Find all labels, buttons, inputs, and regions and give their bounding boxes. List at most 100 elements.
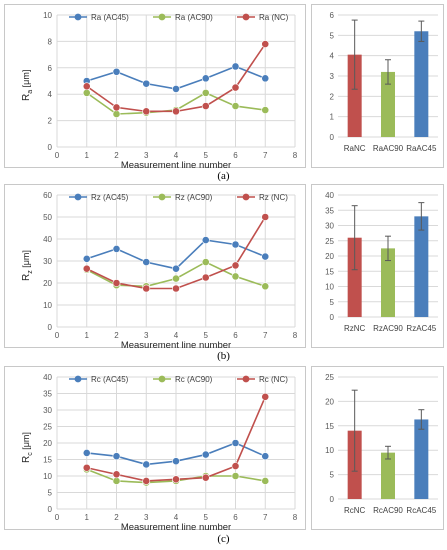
- bar-chart-rz: 0 5 10 15 20 25 30 35 40 RzNC RzAC90 RzAC45: [325, 191, 438, 333]
- legend-swatch-marker: [158, 13, 166, 21]
- bar-chart-rc: 0 5 10 15 20 25 RcNC RcAC90 RcAC45: [325, 373, 438, 515]
- bar: [414, 419, 429, 499]
- data-point: [142, 284, 151, 293]
- y-tick-label: 25: [43, 423, 52, 432]
- x-tick-label: 0: [55, 151, 60, 160]
- y-axis-label-unit: [μm]: [21, 250, 31, 270]
- x-tick-label: 8: [293, 151, 298, 160]
- x-tick-label: 3: [144, 331, 149, 340]
- y-tick-label: 25: [325, 373, 334, 382]
- y-tick-label: 2: [330, 92, 335, 101]
- data-point: [82, 88, 91, 97]
- legend-label: Ra (NC): [259, 13, 289, 22]
- data-point: [261, 392, 270, 401]
- y-tick-label: 30: [43, 406, 52, 415]
- data-point: [142, 107, 151, 116]
- y-axis-label-unit: [μm]: [21, 70, 31, 90]
- x-tick-label: 5: [204, 151, 209, 160]
- caption-b: (b): [217, 350, 230, 362]
- data-point: [231, 272, 240, 281]
- y-tick-label: 15: [325, 422, 334, 431]
- data-point: [112, 67, 121, 76]
- y-tick-label: 20: [325, 252, 334, 261]
- x-tick-label: 8: [293, 331, 298, 340]
- x-tick-label: 8: [293, 513, 298, 522]
- data-point: [261, 213, 270, 221]
- x-tick-label: 2: [114, 331, 119, 340]
- legend-label: Rc (AC45): [91, 375, 129, 384]
- x-tick-label: 0: [55, 331, 60, 340]
- y-tick-label: 40: [43, 373, 52, 382]
- y-axis-label-main: R: [21, 94, 32, 101]
- y-axis-label-sub: z: [27, 270, 34, 274]
- y-tick-label: 20: [43, 279, 52, 288]
- x-tick-label: 1: [85, 151, 90, 160]
- data-point: [142, 258, 151, 266]
- bar: [347, 237, 362, 317]
- y-tick-label: 10: [43, 472, 52, 481]
- category-label: RcNC: [344, 506, 366, 515]
- legend-swatch-marker: [242, 13, 250, 21]
- bar-chart-ra: 0 1 2 3 4 5 6 RaNC RaAC90 RaAC45: [330, 11, 438, 153]
- data-point: [231, 62, 240, 71]
- x-tick-label: 5: [204, 331, 209, 340]
- bar-chart-ra-panel: 0 1 2 3 4 5 6 RaNC RaAC90 RaAC45: [311, 4, 444, 168]
- y-tick-label: 0: [48, 323, 53, 332]
- data-point: [82, 82, 91, 91]
- y-axis-label: Rz [μm]: [21, 250, 34, 281]
- y-tick-label: 20: [325, 397, 334, 406]
- y-tick-label: 5: [48, 489, 53, 498]
- y-tick-label: 4: [48, 90, 53, 99]
- y-tick-label: 4: [330, 52, 335, 61]
- legend-label: Rz (AC90): [175, 193, 213, 202]
- data-point: [112, 245, 121, 253]
- bar: [381, 452, 395, 499]
- caption-c: (c): [217, 533, 230, 545]
- line-chart-rc: 0 5 10 15 20 25 30 35 40 0 1 2 3 4 5 6 7 8 Measurement lin…: [21, 373, 298, 533]
- data-point: [82, 254, 91, 263]
- data-point: [112, 110, 121, 118]
- y-axis-label-main: R: [21, 456, 32, 463]
- x-tick-label: 3: [144, 151, 149, 160]
- x-axis-label: Measurement line number: [121, 160, 231, 171]
- y-tick-label: 0: [48, 143, 53, 152]
- y-axis-label-sub: a: [27, 90, 34, 94]
- bar: [347, 54, 362, 137]
- data-point: [112, 279, 121, 287]
- data-point: [172, 475, 180, 484]
- legend-swatch-marker: [74, 13, 82, 21]
- legend-swatch-marker: [74, 375, 82, 383]
- line-chart-ra-panel: 0 2 4 6 8 10 0 1 2 3 4 5 6 7 8 Measurement line number R…: [4, 4, 306, 171]
- data-point: [231, 439, 240, 447]
- y-tick-label: 0: [330, 495, 335, 504]
- y-tick-label: 15: [43, 456, 52, 465]
- x-axis-label: Measurement line number: [121, 340, 231, 351]
- y-tick-label: 15: [325, 267, 334, 276]
- x-tick-label: 4: [174, 331, 179, 340]
- y-tick-label: 6: [48, 64, 53, 73]
- data-point: [112, 477, 121, 485]
- y-tick-label: 50: [43, 213, 52, 222]
- x-tick-label: 1: [85, 513, 90, 522]
- bar: [381, 71, 395, 137]
- y-tick-label: 1: [330, 113, 335, 122]
- data-point: [261, 477, 270, 485]
- data-point: [201, 236, 210, 244]
- y-tick-label: 5: [330, 31, 335, 40]
- category-label: RcAC90: [373, 506, 403, 515]
- y-axis-label-sub: c: [27, 452, 34, 456]
- legend-swatch-marker: [158, 375, 166, 383]
- legend-swatch-marker: [158, 193, 166, 201]
- y-tick-label: 0: [330, 313, 335, 322]
- data-point: [201, 258, 210, 266]
- data-point: [261, 74, 270, 83]
- data-point: [172, 274, 180, 283]
- category-label: RzAC45: [406, 324, 436, 333]
- bar: [414, 216, 429, 317]
- y-axis-label-unit: [μm]: [21, 432, 31, 452]
- category-label: RcAC45: [406, 506, 436, 515]
- x-tick-label: 4: [174, 513, 179, 522]
- line-chart-rz: 0 10 20 30 40 50 60 0 1 2 3 4 5 6 7 8 Measurement line n…: [21, 191, 298, 351]
- y-tick-label: 10: [325, 283, 334, 292]
- legend-label: Ra (AC45): [91, 13, 129, 22]
